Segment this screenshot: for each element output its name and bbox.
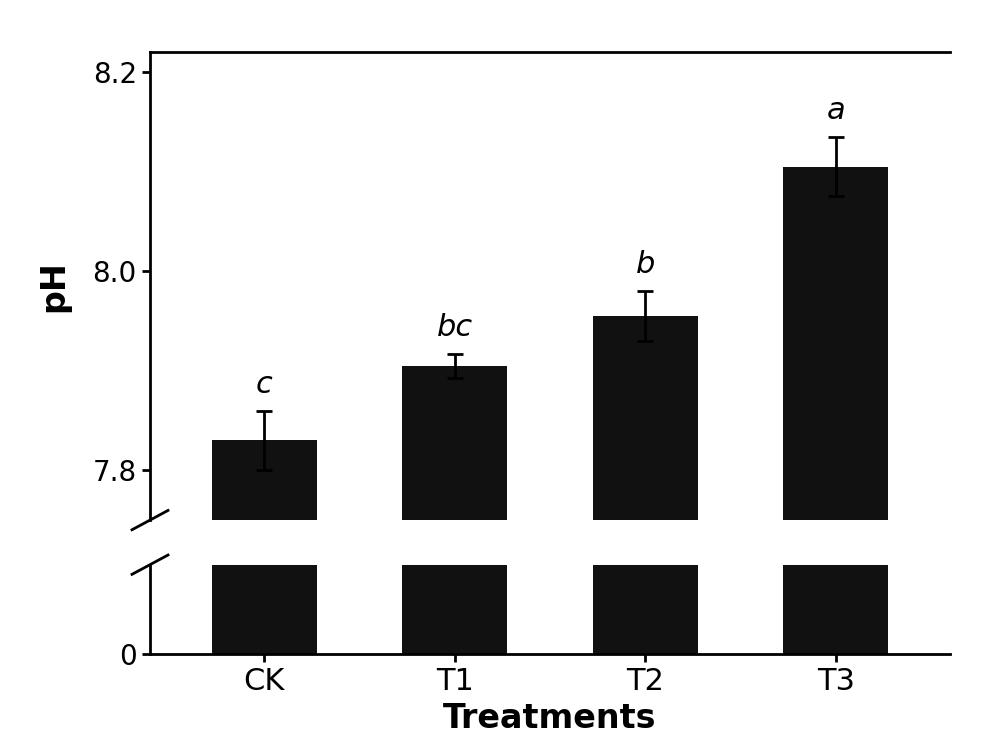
Bar: [212, 441, 317, 743]
Bar: [783, 166, 888, 743]
Bar: [402, 366, 507, 743]
Bar: [402, 0, 507, 654]
Text: a: a: [826, 96, 845, 125]
Bar: [212, 0, 317, 654]
X-axis label: Treatments: Treatments: [443, 701, 657, 735]
Y-axis label: pH: pH: [37, 260, 70, 312]
Bar: [593, 316, 698, 743]
Bar: [783, 0, 888, 654]
Text: c: c: [256, 369, 273, 398]
Text: bc: bc: [437, 313, 473, 342]
Bar: [593, 0, 698, 654]
Text: b: b: [636, 250, 655, 279]
